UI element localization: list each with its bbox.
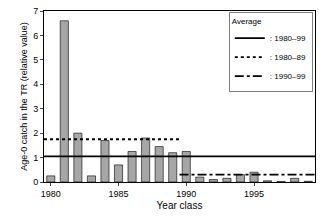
- svg-text:3: 3: [33, 104, 38, 114]
- svg-text:Age-0 catch in the TR (relativ: Age-0 catch in the TR (relative value): [19, 22, 29, 170]
- svg-text:1985: 1985: [109, 189, 129, 199]
- svg-text:7: 7: [33, 6, 38, 16]
- svg-text:4: 4: [33, 79, 38, 89]
- svg-text:0: 0: [33, 177, 38, 187]
- svg-text:Average: Average: [232, 17, 262, 26]
- svg-text:1: 1: [33, 153, 38, 163]
- svg-text:: 1980–89: : 1980–89: [270, 53, 306, 62]
- svg-text:5: 5: [33, 55, 38, 65]
- svg-text:1990: 1990: [176, 189, 196, 199]
- svg-text:: 1980–99: : 1980–99: [270, 34, 306, 43]
- svg-text:1995: 1995: [244, 189, 264, 199]
- svg-text:2: 2: [33, 128, 38, 138]
- svg-text:1980: 1980: [41, 189, 61, 199]
- svg-text:6: 6: [33, 31, 38, 41]
- svg-text:Year class: Year class: [157, 200, 203, 211]
- svg-text:: 1990–99: : 1990–99: [270, 72, 306, 81]
